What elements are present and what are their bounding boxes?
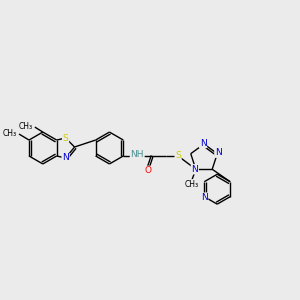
Text: NH: NH — [130, 151, 144, 160]
Text: CH₃: CH₃ — [19, 122, 33, 130]
Text: N: N — [191, 165, 198, 174]
Text: N: N — [215, 148, 222, 157]
Text: S: S — [63, 134, 68, 142]
Text: CH₃: CH₃ — [185, 180, 199, 189]
Text: O: O — [145, 167, 152, 176]
Text: N: N — [62, 154, 69, 163]
Text: N: N — [201, 193, 208, 202]
Text: N: N — [200, 139, 206, 148]
Text: S: S — [175, 152, 181, 160]
Text: CH₃: CH₃ — [3, 129, 17, 138]
